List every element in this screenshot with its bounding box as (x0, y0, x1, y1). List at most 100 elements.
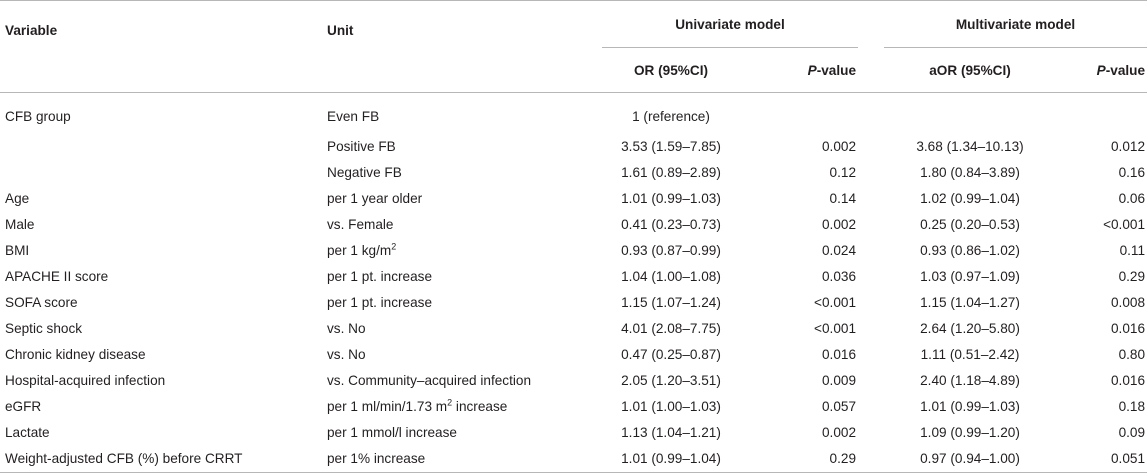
cell-unit-text: per 1 pt. increase (327, 268, 433, 284)
cell-or: 2.05 (1.20–3.51) (621, 372, 721, 388)
cell-p-value: 0.016 (821, 346, 857, 362)
cell-gap (858, 159, 884, 185)
cell-aor: 1.03 (0.97–1.09) (920, 268, 1020, 284)
cell-aor: 0.97 (0.94–1.00) (884, 445, 1057, 473)
cell-gap (858, 237, 884, 263)
cell-adjusted-p-value: 0.016 (1111, 372, 1146, 388)
cell-p-value: 0.002 (821, 138, 857, 154)
header-p-value: P-value (740, 48, 859, 93)
cell-adjusted-p-value: 0.16 (1118, 164, 1146, 180)
cell-unit: per 1% increase (320, 445, 602, 473)
cell-p-value: 0.036 (821, 268, 857, 284)
cell-or: 1.13 (1.04–1.21) (621, 424, 721, 440)
cell-gap (858, 367, 884, 393)
header-univariate-model: Univariate model (602, 0, 859, 49)
table-row: CFB group Even FB 1 (reference) (0, 93, 1147, 134)
header-unit: Unit (320, 0, 602, 48)
header-aor: aOR (95%CI) (884, 48, 1057, 93)
cell-aor: 1.15 (1.04–1.27) (920, 294, 1020, 310)
table-row: Positive FB 3.53 (1.59–7.85) 0.002 3.68 (1.… (0, 133, 1147, 159)
cell-variable: Chronic kidney disease (5, 346, 146, 362)
cell-p-value: 0.29 (740, 445, 859, 473)
header-p-italic: P (807, 62, 817, 78)
cell-or: 4.01 (2.08–7.75) (621, 320, 721, 336)
cell-unit-text: per 1 ml/min/1.73 m (327, 398, 448, 414)
cell-unit-text: vs. Community–acquired infection (327, 372, 531, 388)
cell-variable: CFB group (5, 108, 71, 124)
header-blank-unit (320, 48, 602, 93)
cell-aor: 2.40 (1.18–4.89) (920, 372, 1020, 388)
cell-unit-superscript: 2 (447, 396, 453, 407)
cell-aor: 3.68 (1.34–10.13) (916, 138, 1024, 154)
cell-adjusted-p-value: 0.11 (1119, 242, 1146, 258)
cell-aor: 1.80 (0.84–3.89) (920, 164, 1020, 180)
cell-unit: per 1 ml/min/1.73 m2 increase (320, 393, 602, 419)
cell-variable (0, 133, 320, 159)
cell-variable: APACHE II score (5, 268, 109, 284)
cell-unit: per 1 year older (320, 185, 602, 211)
cell-unit: Negative FB (320, 159, 602, 185)
header-ap-italic: P (1096, 62, 1106, 78)
cell-or: 3.53 (1.59–7.85) (621, 138, 721, 154)
cell-unit: per 1 mmol/l increase (320, 419, 602, 445)
cell-or: 1 (reference) (632, 108, 710, 124)
cell-gap (858, 419, 884, 445)
cell-unit: vs. No (320, 341, 602, 367)
cell-aor: 0.25 (0.20–0.53) (920, 216, 1020, 232)
cell-unit: per 1 kg/m2 (320, 237, 602, 263)
cell-adjusted-p-value: 0.051 (1056, 445, 1147, 473)
table-row: Negative FB 1.61 (0.89–2.89) 0.12 1.80 (0.8… (0, 159, 1147, 185)
cell-variable: BMI (5, 242, 30, 258)
cell-unit-text: Even FB (327, 108, 380, 124)
cell-gap (858, 185, 884, 211)
cell-unit-text: Negative FB (327, 164, 402, 180)
cell-gap (858, 315, 884, 341)
table-row: SOFA score per 1 pt. increase 1.15 (1.07–1… (0, 289, 1147, 315)
cell-aor: 1.01 (0.99–1.03) (920, 398, 1020, 414)
table-row: BMI per 1 kg/m2 0.93 (0.87–0.99) 0.024 0.93 … (0, 237, 1147, 263)
cell-variable: Weight-adjusted CFB (%) before CRRT (0, 445, 320, 473)
cell-p-value: <0.001 (814, 294, 857, 310)
header-row-groups: Variable Unit Univariate model Multivari… (0, 0, 1147, 49)
cell-or: 0.47 (0.25–0.87) (621, 346, 721, 362)
cell-gap (858, 211, 884, 237)
cell-p-value (740, 93, 858, 134)
cell-gap (858, 133, 884, 159)
header-row-columns: OR (95%CI) P-value aOR (95%CI) P-value (0, 48, 1147, 93)
cell-or: 1.61 (0.89–2.89) (621, 164, 721, 180)
cell-or: 1.01 (0.99–1.03) (621, 190, 721, 206)
cell-adjusted-p-value: 0.008 (1111, 294, 1146, 310)
cell-or: 1.01 (1.00–1.03) (621, 398, 721, 414)
cell-p-value: 0.057 (821, 398, 857, 414)
table-row: Lactate per 1 mmol/l increase 1.13 (1.04–1… (0, 419, 1147, 445)
cell-unit: vs. Female (320, 211, 602, 237)
table-row: Male vs. Female 0.41 (0.23–0.73) 0.002 0.25 … (0, 211, 1147, 237)
header-blank-variable (0, 48, 320, 93)
cell-unit-text: Positive FB (327, 138, 396, 154)
cell-p-value: 0.002 (821, 424, 857, 440)
cell-aor: 2.64 (1.20–5.80) (920, 320, 1020, 336)
cell-p-value: 0.12 (829, 164, 857, 180)
cell-unit: Positive FB (320, 133, 602, 159)
cell-unit-text: per 1 kg/m (327, 242, 392, 258)
table-row: eGFR per 1 ml/min/1.73 m2 increase 1.01 (1… (0, 393, 1147, 419)
header-variable: Variable (0, 0, 320, 48)
cell-gap (858, 289, 884, 315)
table-row: Hospital-acquired infection vs. Community… (0, 367, 1147, 393)
cell-unit-text: per 1 pt. increase (327, 294, 433, 310)
cell-or: 0.93 (0.87–0.99) (621, 242, 721, 258)
cell-adjusted-p-value: 0.06 (1118, 190, 1146, 206)
cell-gap (858, 93, 884, 134)
cell-unit-text: vs. No (327, 346, 366, 362)
table-row: Weight-adjusted CFB (%) before CRRT per 1… (0, 445, 1147, 473)
cell-variable: Age (5, 190, 30, 206)
cell-adjusted-p-value (1056, 93, 1147, 134)
cell-unit: vs. No (320, 315, 602, 341)
table-row: Septic shock vs. No 4.01 (2.08–7.75) <0.001… (0, 315, 1147, 341)
cell-or: 1.04 (1.00–1.08) (621, 268, 721, 284)
header-p-rest: -value (816, 62, 857, 78)
cell-p-value: <0.001 (814, 320, 857, 336)
cell-adjusted-p-value: 0.09 (1118, 424, 1146, 440)
